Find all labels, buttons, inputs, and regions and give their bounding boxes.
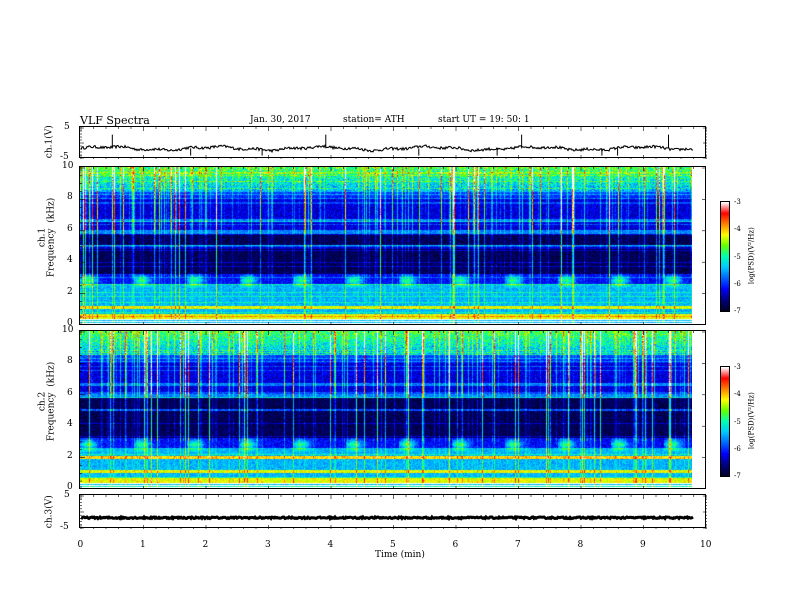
ch1-colorbar-label: log(PSD)(V²/Hz) <box>747 227 756 285</box>
ch2-spectrogram-ytick-label: 0 <box>67 482 73 492</box>
ch1-spectrogram-ytick-label: 6 <box>67 223 73 234</box>
ch1-spectrogram-ylabel: ch.1 Frequency (kHz) <box>37 197 57 278</box>
ch1-ytick-bottom: -5 <box>60 152 69 162</box>
x-axis-tick-label: 7 <box>515 540 521 550</box>
ch1-waveform-panel <box>79 126 707 159</box>
ch2-colorbar-tick-label: -7 <box>734 472 741 480</box>
ch2-spectrogram-heatmap <box>80 331 692 488</box>
ch1-colorbar-tick-label: -5 <box>734 252 741 261</box>
ch2-colorbar-gradient <box>721 367 729 476</box>
ch1-spectrogram-ytick-label: 10 <box>62 161 74 171</box>
date-label: Jan. 30, 2017 <box>250 115 311 125</box>
ch2-colorbar-tick-label: -3 <box>734 363 741 371</box>
ch1-colorbar-tick-label: -4 <box>734 225 741 234</box>
x-axis-tick-label: 9 <box>640 540 646 550</box>
ch3-ytick-top: 5 <box>64 490 70 500</box>
ch1-spectrogram-ytick-label: 2 <box>67 286 73 297</box>
ch2-colorbar-label: log(PSD)(V²/Hz) <box>747 392 756 450</box>
ch1-colorbar-tick-label: -7 <box>734 307 741 315</box>
ch3-waveform-series-line <box>80 514 694 522</box>
x-axis-tick-label: 6 <box>452 540 459 550</box>
ch2-spectrogram-ytick-label: 10 <box>62 325 74 335</box>
ch3-waveform-plot <box>80 495 707 529</box>
ch3-waveform-ylabel: ch.3(V) <box>44 495 55 529</box>
ch2-colorbar-tick-label: -4 <box>734 390 741 399</box>
ch2-spectrogram-ytick-label: 4 <box>67 419 73 430</box>
x-axis-tick-label: 3 <box>265 540 271 550</box>
ch2-spectrogram-ytick-label: 8 <box>67 356 73 367</box>
x-axis-tick-label: 2 <box>202 540 209 550</box>
ch1-spectrogram-ytick-label: 8 <box>67 192 73 203</box>
ch1-colorbar-gradient <box>721 202 729 311</box>
ch2-colorbar-tick-label: -5 <box>734 417 741 426</box>
station-label: station= ATH <box>343 115 405 125</box>
ch1-waveform-plot <box>80 127 707 159</box>
x-axis-tick-label: 0 <box>77 540 84 550</box>
ch2-colorbar-tick-label: -6 <box>734 444 741 453</box>
x-axis-tick-label: 8 <box>577 540 584 550</box>
ch1-spectrogram-heatmap <box>80 167 692 324</box>
ch2-spectrogram-ylabel: ch.2 Frequency (kHz) <box>37 361 57 442</box>
ch2-spectrogram-ytick-label: 2 <box>67 450 73 461</box>
ch2-spectrogram-ytick-label: 6 <box>67 387 73 398</box>
x-axis-tick-label: 10 <box>700 540 712 550</box>
x-axis-tick-label: 1 <box>140 540 146 550</box>
ch3-ytick-bottom: -5 <box>60 522 69 532</box>
x-axis-tick-label: 4 <box>327 540 334 550</box>
ch1-spectrogram-axes <box>80 167 705 324</box>
ch1-ytick-top: 5 <box>64 122 70 132</box>
ch1-waveform-series-line <box>80 144 694 154</box>
ch1-spectrogram-ytick-label: 0 <box>67 318 73 328</box>
ch1-colorbar <box>720 201 730 312</box>
ch3-waveform-panel <box>79 494 707 529</box>
chart-title: VLF Spectra <box>80 114 150 127</box>
x-axis-label: Time (min) <box>375 550 425 560</box>
ch1-colorbar-tick-label: -3 <box>734 198 741 206</box>
ch2-colorbar <box>720 366 730 477</box>
x-axis-tick-label: 5 <box>390 540 396 550</box>
ch2-spectrogram-axes <box>80 331 705 488</box>
ch1-spectrogram-ytick-label: 4 <box>67 255 73 266</box>
ch2-spectrogram-panel <box>79 330 706 489</box>
ch1-waveform-ylabel: ch.1(V) <box>44 125 55 159</box>
ch1-spectrogram-panel <box>79 166 706 325</box>
start-time-label: start UT = 19: 50: 1 <box>438 115 530 125</box>
ch1-colorbar-tick-label: -6 <box>734 279 741 288</box>
